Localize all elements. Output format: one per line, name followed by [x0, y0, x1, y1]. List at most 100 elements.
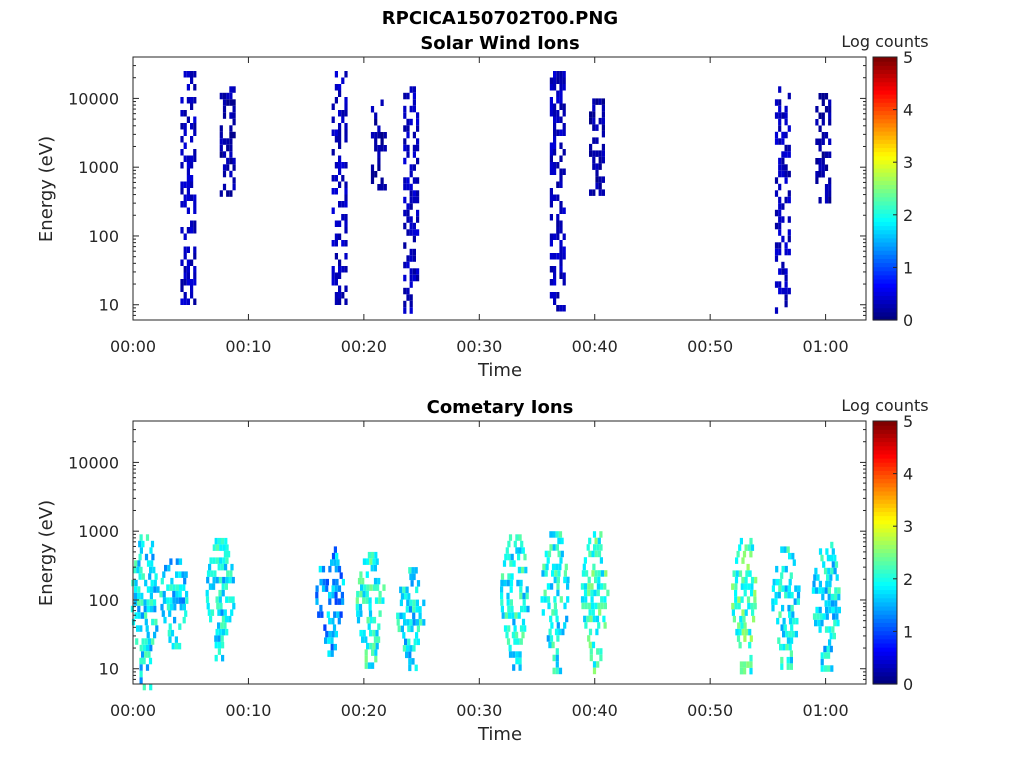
heatmap-cell — [334, 175, 338, 182]
heatmap-cell — [547, 550, 552, 558]
heatmap-cell — [549, 266, 553, 273]
heatmap-cell — [217, 563, 221, 571]
heatmap-cell — [183, 110, 187, 117]
heatmap-cell — [556, 116, 560, 123]
heatmap-cell — [146, 631, 150, 639]
heatmap-cell — [780, 663, 784, 670]
heatmap-cell — [141, 638, 145, 645]
heatmap-cell — [377, 145, 381, 152]
colorbar-swatch — [873, 172, 897, 177]
heatmap-cell — [315, 598, 319, 605]
heatmap-cell — [230, 609, 234, 616]
heatmap-cell — [818, 164, 822, 171]
heatmap-cell — [824, 626, 829, 633]
heatmap-cell — [378, 597, 382, 604]
heatmap-cell — [507, 553, 511, 561]
heatmap-cell — [209, 557, 213, 564]
heatmap-cell — [507, 540, 511, 548]
colorbar-tick-label: 1 — [903, 622, 913, 641]
colorbar-swatch — [873, 647, 897, 652]
heatmap-cell — [793, 598, 797, 605]
colorbar-tick-label: 2 — [903, 206, 913, 225]
heatmap-cell — [412, 248, 416, 256]
heatmap-cell — [791, 552, 795, 560]
heatmap-cell — [328, 598, 332, 605]
heatmap-cell — [833, 619, 837, 627]
heatmap-cell — [783, 546, 787, 553]
heatmap-cell — [150, 586, 154, 593]
heatmap-cell — [587, 583, 591, 590]
heatmap-cell — [173, 603, 177, 611]
heatmap-cell — [552, 544, 556, 551]
heatmap-cell — [344, 220, 348, 227]
heatmap-cell — [377, 164, 381, 171]
colorbar-swatch — [873, 548, 897, 554]
heatmap-cell — [334, 129, 338, 136]
heatmap-cell — [150, 540, 155, 548]
heatmap-cell — [784, 151, 788, 158]
heatmap-cell — [190, 123, 194, 130]
heatmap-cell — [183, 246, 187, 253]
heatmap-cell — [830, 554, 834, 562]
heatmap-cell — [518, 657, 522, 665]
heatmap-cell — [382, 584, 386, 591]
colorbar-swatch — [873, 474, 897, 480]
heatmap-cell — [331, 129, 335, 136]
heatmap-cell — [549, 110, 553, 117]
x-tick-label: 00:10 — [225, 337, 271, 356]
colorbar-swatch — [873, 250, 897, 255]
heatmap-cell — [186, 207, 190, 214]
heatmap-cell — [406, 229, 410, 236]
colorbar-swatch — [873, 163, 897, 169]
heatmap-cell — [344, 201, 348, 208]
heatmap-cell — [512, 664, 516, 671]
heatmap-cell — [403, 92, 407, 100]
heatmap-cell — [134, 560, 138, 567]
heatmap-cell — [592, 137, 596, 144]
heatmap-cell — [819, 613, 823, 620]
heatmap-cell — [556, 214, 560, 221]
heatmap-cell — [334, 279, 338, 286]
heatmap-cell — [325, 630, 329, 638]
heatmap-cell — [409, 255, 413, 262]
heatmap-cell — [405, 651, 409, 659]
heatmap-cell — [818, 138, 822, 145]
heatmap-cell — [412, 235, 416, 243]
heatmap-cell — [190, 227, 194, 234]
heatmap-cell — [601, 176, 605, 183]
heatmap-cell — [139, 644, 143, 652]
heatmap-cell — [598, 176, 602, 183]
heatmap-cell — [743, 667, 747, 675]
heatmap-cell — [190, 155, 194, 162]
heatmap-cell — [591, 609, 595, 616]
heatmap-cells — [180, 71, 832, 314]
heatmap-cell — [336, 559, 340, 566]
colorbar-tick-label: 0 — [903, 311, 913, 330]
heatmap-cell — [178, 571, 182, 578]
colorbar-swatch — [873, 303, 897, 309]
heatmap-cell — [180, 149, 184, 156]
heatmap-cell — [826, 645, 830, 653]
heatmap-cell — [784, 591, 788, 599]
heatmap-cell — [556, 583, 560, 590]
heatmap-cell — [822, 613, 826, 620]
heatmap-cell — [747, 583, 751, 590]
heatmap-cell — [174, 642, 178, 650]
heatmap-cell — [412, 606, 416, 613]
heatmap-cell — [407, 638, 411, 646]
heatmap-cell — [778, 196, 782, 204]
heatmap-cell — [774, 591, 778, 599]
heatmap-cell — [519, 579, 523, 587]
heatmap-cell — [559, 142, 563, 149]
heatmap-cell — [510, 573, 514, 580]
heatmap-cell — [778, 216, 782, 223]
heatmap-cell — [371, 662, 375, 669]
heatmap-cell — [747, 544, 751, 551]
heatmap-cell — [815, 587, 819, 594]
heatmap-cell — [746, 596, 751, 603]
heatmap-cell — [774, 242, 779, 249]
heatmap-cell — [595, 615, 600, 623]
heatmap-cell — [411, 658, 415, 665]
heatmap-cell — [137, 586, 141, 593]
